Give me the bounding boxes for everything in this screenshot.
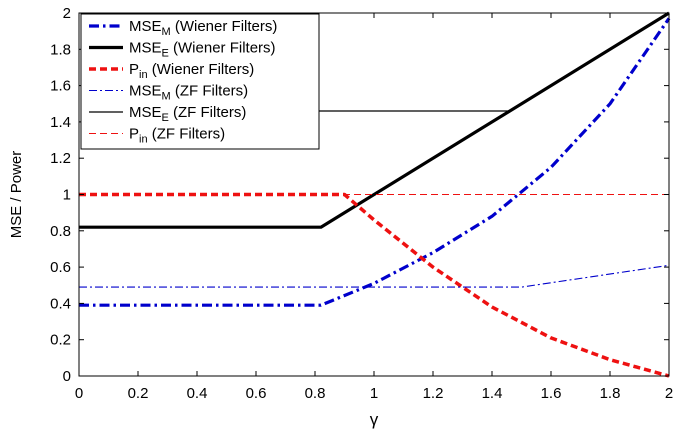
legend-label-3: Pin (Wiener Filters)	[129, 61, 254, 81]
y-axis-label: MSE / Power	[8, 151, 25, 239]
y-tick-label: 1.8	[50, 41, 71, 58]
x-tick-label: 1.4	[482, 385, 503, 402]
x-tick-label: 2	[665, 385, 673, 402]
series-line-1	[79, 17, 671, 307]
x-tick-label: 1.8	[600, 385, 621, 402]
legend: MSEM (Wiener Filters)MSEE (Wiener Filter…	[80, 13, 320, 150]
legend-box	[80, 13, 320, 150]
series-line-4	[79, 264, 670, 288]
x-tick-label: 0	[75, 385, 83, 402]
y-tick-label: 0	[63, 368, 71, 385]
x-axis-label: γ	[370, 410, 379, 429]
x-tick-label: 1	[370, 385, 378, 402]
y-tick-label: 0.2	[50, 332, 71, 349]
y-tick-label: 1	[63, 187, 71, 204]
legend-label-6: Pin (ZF Filters)	[129, 126, 225, 146]
y-tick-label: 1.6	[50, 78, 71, 95]
x-tick-label: 0.6	[246, 385, 267, 402]
legend-label-1: MSEM (Wiener Filters)	[129, 18, 277, 38]
y-tick-label: 2	[63, 5, 71, 22]
y-tick-label: 1.2	[50, 150, 71, 167]
series-line-2	[79, 11, 670, 229]
y-tick-label: 0.8	[50, 223, 71, 240]
x-tick-label: 1.6	[541, 385, 562, 402]
y-tick-label: 0.6	[50, 259, 71, 276]
y-tick-label: 1.4	[50, 114, 71, 131]
legend-label-5: MSEE (ZF Filters)	[129, 104, 246, 124]
axis-ticks: 0 0.2 0.4 0.6 0.8 1 1.2 1.4 1.6 1.8 2 0 0.2 0.4 0.6 0.8…	[50, 5, 673, 402]
x-tick-label: 0.4	[187, 385, 208, 402]
y-tick-label: 0.4	[50, 295, 71, 312]
x-tick-label: 0.2	[128, 385, 149, 402]
legend-label-2: MSEE (Wiener Filters)	[129, 40, 276, 60]
x-tick-label: 0.8	[305, 385, 326, 402]
series-line-3	[79, 192, 670, 378]
x-tick-label: 1.2	[423, 385, 444, 402]
legend-label-4: MSEM (ZF Filters)	[129, 83, 248, 103]
